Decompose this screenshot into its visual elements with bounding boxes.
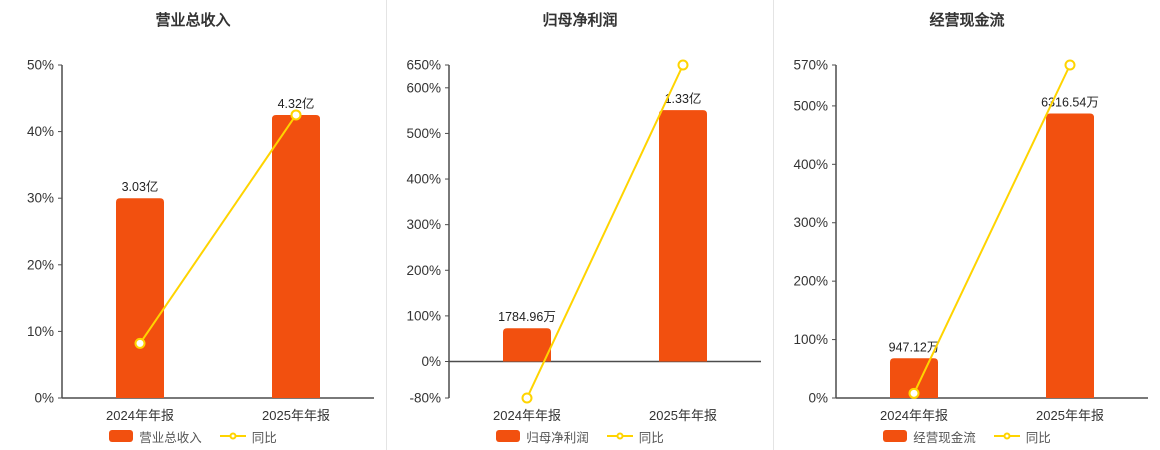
bar-value-label: 1.33亿 (665, 91, 702, 106)
line-marker-icon (219, 432, 246, 440)
bar-1 (1046, 113, 1094, 398)
y-tick-label: -80% (409, 391, 441, 406)
chart-title-revenue: 营业总收入 (155, 12, 231, 29)
legend-line-label: 同比 (638, 430, 664, 445)
bar-value-label: 6316.54万 (1041, 95, 1099, 109)
circle-marker-icon (1003, 432, 1011, 440)
yoy-line (139, 114, 297, 344)
circle-marker-icon (229, 432, 237, 440)
circle-marker-icon (616, 432, 624, 440)
yoy-marker-0 (908, 387, 920, 399)
legend-net-profit: 归母净利润 同比 (387, 427, 773, 445)
legend-bar-label: 归母净利润 (526, 430, 589, 445)
legend-item-net-profit-bar[interactable]: 归母净利润 (496, 427, 589, 446)
chart-title-net-profit: 归母净利润 (542, 12, 618, 29)
chart-plot-area-net-profit: 650% 600% 500% 400% 300% 200% 100% 0% -80% 1784.9… (391, 35, 769, 405)
y-tick-label: 10% (27, 324, 54, 339)
y-tick-label: 50% (27, 58, 54, 73)
y-tick-label: 20% (27, 257, 54, 272)
legend-item-cash-flow-yoy[interactable]: 同比 (993, 427, 1051, 446)
chart-plot-area-revenue: 50% 40% 30% 20% 10% 0% 3.03亿 4.32亿 (4, 35, 382, 405)
chart-plot-area-cash-flow: 570% 500% 400% 300% 200% 100% 0% 947.12万 6316.54… (778, 35, 1156, 405)
y-tick-label: 300% (793, 215, 828, 230)
legend-bar-label: 营业总收入 (139, 430, 202, 445)
legend-cash-flow: 经营现金流 同比 (774, 427, 1160, 445)
x-label-2024: 2024年年报 (106, 408, 174, 423)
bar-0 (116, 198, 164, 398)
legend-item-revenue-yoy[interactable]: 同比 (219, 427, 277, 446)
bar-value-label: 1784.96万 (498, 310, 556, 324)
x-label-2025: 2025年年报 (649, 408, 717, 423)
y-tick-label: 30% (27, 191, 54, 206)
x-label-2024: 2024年年报 (493, 408, 561, 423)
legend-revenue: 营业总收入 同比 (0, 427, 386, 445)
y-tick-label: 650% (406, 58, 441, 73)
x-axis-labels-net-profit: 2024年年报 2025年年报 (391, 405, 769, 423)
legend-bar-label: 经营现金流 (913, 430, 976, 445)
y-tick-label: 400% (406, 172, 441, 187)
y-tick-label: 200% (793, 274, 828, 289)
bar-value-label: 3.03亿 (122, 179, 159, 194)
y-tick-label: 0% (421, 354, 441, 369)
yoy-marker-1 (290, 109, 302, 121)
chart-panel-cash-flow: 经营现金流 570% 500% 400% 300% 200% 100% 0% 947.12万 6… (774, 0, 1160, 450)
bar-swatch-icon (883, 430, 908, 442)
bar-1 (659, 110, 707, 362)
yoy-marker-0 (134, 337, 146, 349)
legend-item-revenue-bar[interactable]: 营业总收入 (109, 427, 202, 446)
x-axis-labels-cash-flow: 2024年年报 2025年年报 (778, 405, 1156, 423)
chart-panel-net-profit: 归母净利润 650% 600% 500% 400% 300% 200% 100% 0% -80%… (387, 0, 774, 450)
legend-item-net-profit-yoy[interactable]: 同比 (606, 427, 664, 446)
bar-value-label: 947.12万 (889, 340, 940, 354)
net-profit-chart-plot: 650% 600% 500% 400% 300% 200% 100% 0% -80% 1784.9… (406, 58, 761, 406)
bar-value-label: 4.32亿 (278, 96, 315, 111)
chart-title-cash-flow: 经营现金流 (929, 12, 1005, 29)
x-axis-labels-revenue: 2024年年报 2025年年报 (4, 405, 382, 423)
bar-0 (503, 328, 551, 362)
y-tick-label: 0% (808, 391, 828, 406)
y-tick-label: 40% (27, 124, 54, 139)
legend-line-label: 同比 (1025, 430, 1051, 445)
chart-panel-revenue: 营业总收入 50% 40% 30% 20% 10% 0% 3.03亿 4.32亿 2024年年… (0, 0, 387, 450)
y-tick-label: 100% (793, 332, 828, 347)
yoy-marker-1 (1064, 59, 1076, 71)
x-label-2025: 2025年年报 (262, 408, 330, 423)
y-tick-label: 400% (793, 157, 828, 172)
legend-item-cash-flow-bar[interactable]: 经营现金流 (883, 427, 976, 446)
x-label-2025: 2025年年报 (1036, 408, 1104, 423)
cash-flow-chart-plot: 570% 500% 400% 300% 200% 100% 0% 947.12万 6316.54… (793, 58, 1148, 406)
y-tick-label: 500% (793, 98, 828, 113)
y-tick-label: 600% (406, 80, 441, 95)
yoy-marker-1 (677, 59, 689, 71)
yoy-marker-0 (521, 392, 533, 404)
bar-swatch-icon (109, 430, 134, 442)
revenue-chart-plot: 50% 40% 30% 20% 10% 0% 3.03亿 4.32亿 (27, 58, 374, 406)
y-tick-label: 100% (406, 308, 441, 323)
line-marker-icon (606, 432, 633, 440)
bar-swatch-icon (496, 430, 521, 442)
line-marker-icon (993, 432, 1020, 440)
yoy-line (913, 64, 1071, 394)
yoy-line (526, 64, 684, 399)
legend-line-label: 同比 (251, 430, 277, 445)
y-tick-label: 570% (793, 58, 828, 73)
y-tick-label: 200% (406, 263, 441, 278)
bar-1 (272, 114, 320, 398)
y-tick-label: 0% (34, 391, 54, 406)
x-label-2024: 2024年年报 (880, 408, 948, 423)
y-tick-label: 300% (406, 217, 441, 232)
y-tick-label: 500% (406, 126, 441, 141)
